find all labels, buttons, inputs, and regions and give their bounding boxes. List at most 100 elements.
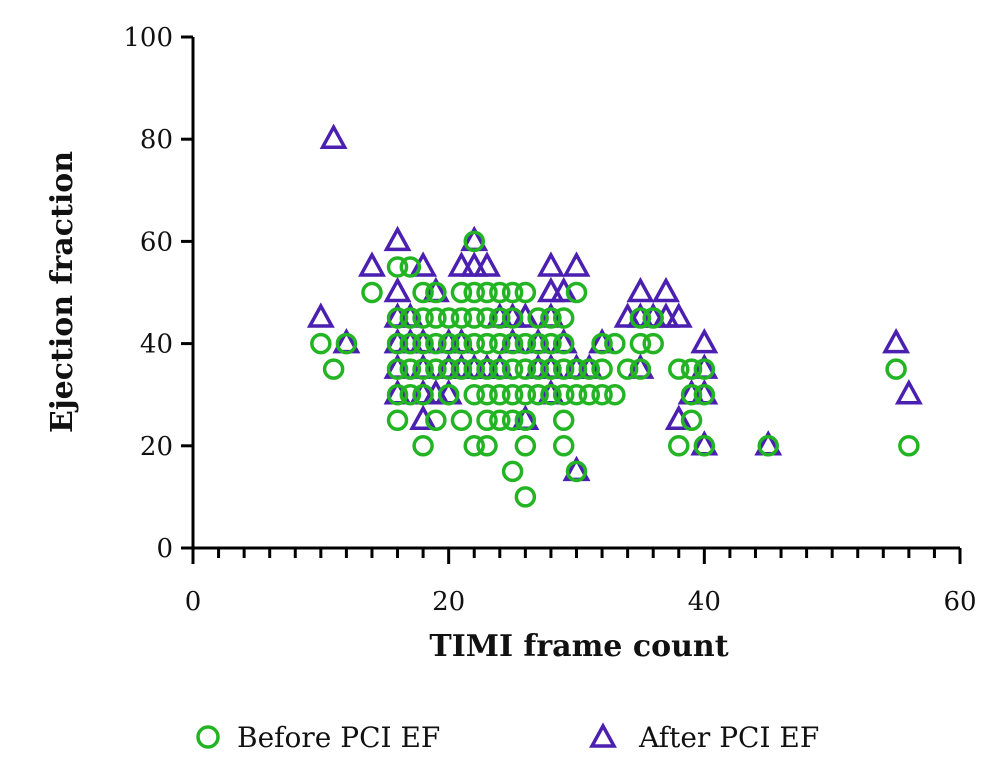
before-pci-point [489, 383, 511, 406]
before-pci-point [489, 332, 511, 355]
before-pci-point [463, 435, 485, 457]
data-points [306, 123, 923, 508]
legend-before-marker [196, 725, 220, 749]
after-pci-point [383, 276, 412, 303]
before-pci-point [514, 486, 537, 508]
before-pci-point [514, 358, 537, 380]
before-pci-point [501, 281, 524, 304]
before-pci-point [450, 332, 473, 355]
before-pci-point [514, 435, 537, 457]
after-pci-point [882, 327, 911, 354]
before-pci-point [540, 383, 562, 406]
before-pci-point [476, 409, 498, 431]
before-pci-point [629, 358, 652, 380]
before-pci-point [578, 358, 601, 380]
before-pci-point [322, 358, 345, 380]
y-tick-label: 0 [156, 534, 173, 564]
before-pci-point [310, 332, 332, 355]
before-pci-point [425, 332, 447, 355]
before-pci-point [540, 332, 562, 355]
before-pci-point [335, 332, 358, 355]
after-pci-point [383, 225, 412, 252]
after-pci-point [473, 251, 501, 277]
before-pci-point [642, 307, 664, 329]
before-pci-point [489, 307, 511, 329]
before-pci-point [386, 409, 409, 431]
before-pci-point [501, 358, 524, 380]
x-tick-label: 20 [432, 587, 465, 617]
before-pci-point [437, 383, 460, 406]
before-pci-point [693, 435, 716, 457]
before-pci-point [399, 256, 422, 278]
before-pci-point [412, 358, 434, 380]
before-pci-point [399, 307, 422, 329]
before-pci-point [386, 332, 409, 355]
after-pci-point [536, 251, 565, 277]
before-pci-point [604, 332, 626, 355]
legend-after-marker [589, 722, 617, 748]
before-pci-point [437, 358, 460, 380]
legend: Before PCI EF After PCI EF [196, 721, 819, 754]
before-pci-point [412, 383, 434, 406]
before-pci-point [450, 358, 473, 380]
y-tick-label: 40 [140, 330, 173, 360]
before-pci-point [680, 358, 703, 380]
legend-after-label: After PCI EF [638, 721, 819, 754]
after-pci-point [894, 379, 923, 405]
before-pci-point [668, 358, 690, 380]
before-pci-point [527, 383, 549, 406]
before-pci-point [412, 281, 434, 304]
before-pci-point [425, 409, 447, 431]
before-pci-point [476, 281, 498, 304]
before-pci-point [578, 383, 601, 406]
before-pci-point [489, 358, 511, 380]
before-pci-point [386, 383, 409, 406]
before-pci-point [489, 409, 511, 431]
y-tick-label: 80 [140, 125, 173, 155]
after-pci-point [664, 302, 693, 328]
before-pci-point [476, 307, 498, 329]
after-pci-point [690, 327, 719, 354]
before-pci-point [565, 460, 588, 483]
before-pci-point [693, 358, 716, 380]
after-pci-point [306, 302, 335, 328]
before-pci-point [425, 307, 447, 329]
before-pci-point [463, 281, 485, 304]
before-pci-point [386, 256, 409, 278]
before-pci-point [476, 435, 498, 457]
before-pci-point [437, 332, 460, 355]
before-pci-point [489, 281, 511, 304]
before-pci-point [450, 409, 473, 431]
before-pci-point [527, 358, 549, 380]
after-pci-point [626, 276, 655, 303]
before-pci-point [399, 383, 422, 406]
before-pci-point [412, 332, 434, 355]
before-pci-point [527, 307, 549, 329]
before-pci-point [463, 307, 485, 329]
x-axis-title: TIMI frame count [429, 629, 728, 664]
before-pci-point [514, 409, 537, 431]
before-pci-point [514, 332, 537, 355]
before-pci-point [501, 460, 524, 483]
after-pci-point [358, 251, 386, 277]
before-pci-point [552, 435, 575, 457]
before-pci-point [552, 383, 575, 406]
before-pci-point [412, 435, 434, 457]
before-pci-point [591, 383, 613, 406]
before-pci-point [629, 307, 652, 329]
before-pci-point [450, 281, 473, 304]
x-tick-label: 0 [185, 587, 202, 617]
before-pci-point [361, 281, 383, 304]
y-axis-title: Ejection fraction [45, 151, 80, 433]
before-pci-point [616, 358, 639, 380]
before-pci-point [642, 332, 664, 355]
before-pci-point [412, 307, 434, 329]
before-pci-point [450, 307, 473, 329]
y-tick-label: 20 [140, 432, 173, 462]
before-pci-point [425, 281, 447, 304]
before-pci-point [565, 358, 588, 380]
before-pci-point [501, 409, 524, 431]
after-pci-point [319, 123, 348, 149]
after-pci-point [652, 276, 680, 303]
